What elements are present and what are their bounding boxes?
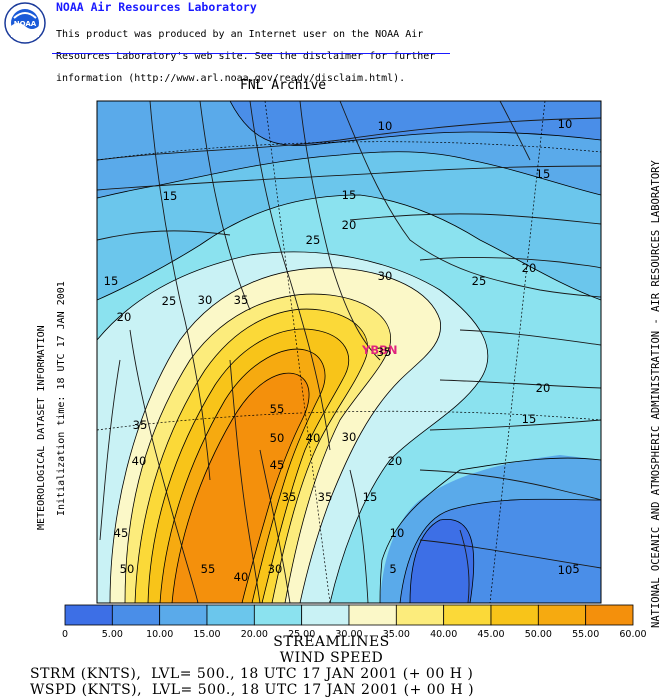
contour-label: 20 xyxy=(522,261,537,275)
contour-label: 50 xyxy=(270,431,285,445)
colorbar-swatch xyxy=(159,604,208,626)
lat-lon-grid xyxy=(97,101,601,603)
contour-label: 10 xyxy=(378,119,393,133)
contour-label: 30 xyxy=(198,293,213,307)
colorbar-swatch xyxy=(301,604,350,626)
colorbar-swatch xyxy=(348,604,397,626)
colorbar-tick-label: 0 xyxy=(62,629,68,640)
colorbar-swatch xyxy=(253,604,303,626)
colorbar-tick-label: 25.00 xyxy=(288,629,315,640)
disclaimer-line: Resources Laboratory's web site. See the… xyxy=(56,51,436,62)
header: NOAA NOAA Air Resources Laboratory This … xyxy=(0,0,450,84)
contour-label: 20 xyxy=(388,454,403,468)
colorbar-tick-label: 5.00 xyxy=(102,629,123,640)
color-fill-layer xyxy=(97,101,601,603)
contour-label: 10 xyxy=(390,526,405,540)
colorbar-tick-label: 50.00 xyxy=(525,629,552,640)
streamlines xyxy=(97,101,601,603)
contour-label: 15 xyxy=(342,188,357,202)
colorbar-tick-label: 60.00 xyxy=(619,629,646,640)
contour-label: 15 xyxy=(536,167,551,181)
colorbar: 0 5.00 10.00 15.00 20.00 25.00 30.00 35.00 40.00… xyxy=(62,604,647,640)
colorbar-tick-label: 15.00 xyxy=(193,629,220,640)
contour-label: 30 xyxy=(342,430,357,444)
contour-label: 40 xyxy=(234,570,249,584)
org-title: NOAA Air Resources Laboratory xyxy=(56,0,257,14)
contour-label: 5 xyxy=(572,562,579,576)
contour-label: 5 xyxy=(389,562,396,576)
contour-label: 10 xyxy=(558,117,573,131)
contour-label: 45 xyxy=(114,526,129,540)
contour-label: 20 xyxy=(117,310,132,324)
contour-label: 40 xyxy=(132,454,147,468)
colorbar-swatch xyxy=(490,604,539,626)
contour-label: 50 xyxy=(120,562,135,576)
colorbar-tick-label: 20.00 xyxy=(241,629,268,640)
streamlines-label: STREAMLINES xyxy=(273,634,390,650)
contour-label: 20 xyxy=(536,381,551,395)
colorbar-tick-label: 10.00 xyxy=(146,629,173,640)
contour-label: 35 xyxy=(318,490,333,504)
wspd-info-line: WSPD (KNTS), LVL= 500., 18 UTC 17 JAN 20… xyxy=(30,682,475,698)
colorbar-swatch xyxy=(206,604,255,626)
colorbar-swatch xyxy=(537,604,587,626)
contour-label: 15 xyxy=(104,274,119,288)
contour-label: 15 xyxy=(163,189,178,203)
colorbar-swatch xyxy=(443,604,492,626)
band-55-60 xyxy=(172,373,310,603)
logo-text: NOAA xyxy=(14,20,37,28)
contour-label: 25 xyxy=(162,294,177,308)
station-label: YBBN xyxy=(361,343,397,357)
contour-label: 35 xyxy=(377,345,392,359)
colorbar-swatch xyxy=(585,604,634,626)
colorbar-tick-label: 30.00 xyxy=(335,629,362,640)
contour-label: 45 xyxy=(270,458,285,472)
contour-label: 40 xyxy=(306,431,321,445)
contour-label: 35 xyxy=(133,418,148,432)
colorbar-tick-label: 35.00 xyxy=(383,629,410,640)
contour-label: 30 xyxy=(268,562,283,576)
contour-label: 55 xyxy=(270,402,285,416)
contour-label: 35 xyxy=(282,490,297,504)
contour-label: 20 xyxy=(342,218,357,232)
disclaimer: This product was produced by an Internet… xyxy=(56,18,456,95)
chart-title: FNL Archive xyxy=(240,78,327,93)
strm-info-line: STRM (KNTS), LVL= 500., 18 UTC 17 JAN 20… xyxy=(30,666,474,682)
colorbar-swatch xyxy=(111,604,161,626)
colorbar-tick-label: 40.00 xyxy=(430,629,457,640)
plot-frame xyxy=(96,100,602,604)
contour-label: 15 xyxy=(522,412,537,426)
disclaimer-line: This product was produced by an Internet… xyxy=(56,29,424,40)
band-5-10-north xyxy=(230,101,601,146)
contour-label: 15 xyxy=(363,490,378,504)
header-rule xyxy=(52,53,450,54)
colorbar-swatch xyxy=(64,604,113,626)
disclaimer-line: information (http://www.arl.noaa.gov/rea… xyxy=(56,73,406,84)
colorbar-swatch xyxy=(395,604,445,626)
contour-label: 25 xyxy=(306,233,321,247)
noaa-logo: NOAA xyxy=(4,2,46,44)
wind-speed-label: WIND SPEED xyxy=(279,650,384,666)
contour-label: 25 xyxy=(472,274,487,288)
colorbar-tick-label: 45.00 xyxy=(477,629,504,640)
contour-label: 10 xyxy=(558,563,573,577)
contour-label: 30 xyxy=(378,269,393,283)
contour-label: 55 xyxy=(201,562,216,576)
colorbar-tick-label: 55.00 xyxy=(572,629,599,640)
contour-label: 35 xyxy=(234,293,249,307)
